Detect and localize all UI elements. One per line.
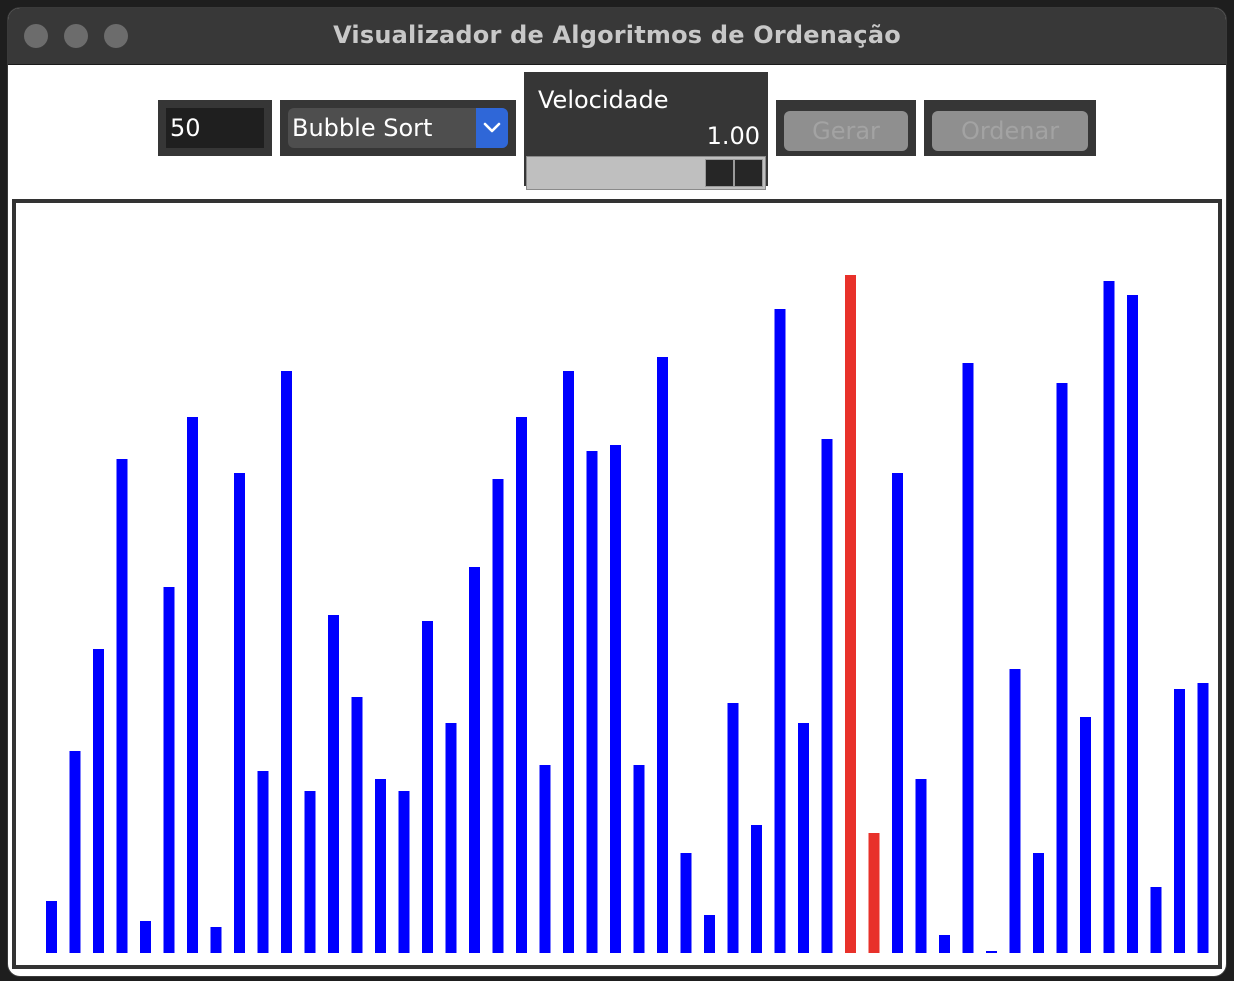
bar	[539, 765, 551, 953]
bar	[69, 751, 81, 953]
bar	[680, 853, 692, 953]
algorithm-dropdown[interactable]: Bubble Sort	[288, 108, 508, 148]
bar	[1056, 383, 1068, 953]
bar	[727, 703, 739, 953]
bar	[563, 371, 574, 953]
algorithm-selected-label: Bubble Sort	[292, 114, 433, 142]
bar	[46, 901, 57, 953]
generate-button-panel: Gerar	[776, 100, 916, 156]
bar	[892, 473, 903, 953]
bar	[939, 935, 950, 953]
bar	[1150, 887, 1162, 953]
bars-chart	[46, 275, 1209, 953]
bar	[1103, 281, 1115, 953]
sort-button-panel: Ordenar	[924, 100, 1096, 156]
bar	[187, 417, 198, 953]
speed-value: 1.00	[706, 122, 760, 150]
bar	[586, 451, 598, 953]
speed-slider[interactable]	[526, 156, 766, 190]
bars-canvas	[12, 199, 1222, 969]
bar-compare	[868, 833, 880, 953]
bar	[915, 779, 927, 953]
bar	[422, 621, 433, 953]
bar	[1080, 717, 1091, 953]
bar	[234, 473, 245, 953]
close-window-button[interactable]	[24, 24, 48, 48]
bar	[704, 915, 715, 953]
minimize-window-button[interactable]	[64, 24, 88, 48]
bar	[657, 357, 668, 953]
bar	[93, 649, 104, 953]
bar	[633, 765, 645, 953]
bar	[398, 791, 410, 953]
generate-button[interactable]: Gerar	[784, 111, 908, 151]
bar	[163, 587, 175, 953]
bar	[1127, 295, 1138, 953]
bar	[351, 697, 363, 953]
chevron-down-icon[interactable]	[476, 108, 508, 148]
bar	[328, 615, 339, 953]
bar	[492, 479, 504, 953]
bar	[821, 439, 833, 953]
sort-button[interactable]: Ordenar	[932, 111, 1088, 151]
algorithm-panel: Bubble Sort	[280, 100, 516, 156]
bar	[375, 779, 386, 953]
array-size-panel: 50	[158, 100, 272, 156]
bar	[140, 921, 151, 953]
bar	[986, 951, 997, 953]
window-title: Visualizador de Algoritmos de Ordenação	[333, 21, 901, 49]
bar	[1197, 683, 1209, 953]
bar	[1009, 669, 1021, 953]
bar	[210, 927, 222, 953]
bar	[610, 445, 621, 953]
bar	[257, 771, 269, 953]
speed-label: Velocidade	[538, 86, 669, 114]
array-size-input[interactable]: 50	[166, 108, 264, 148]
bar	[798, 723, 809, 953]
bar	[281, 371, 292, 953]
controls-toolbar: 50 Bubble Sort Velocidade 1.00 Gerar	[8, 65, 1226, 195]
bar	[445, 723, 457, 953]
bar	[774, 309, 786, 953]
speed-panel: Velocidade 1.00	[524, 72, 768, 190]
speed-slider-handle[interactable]	[705, 159, 763, 187]
bar	[469, 567, 480, 953]
zoom-window-button[interactable]	[104, 24, 128, 48]
bar	[1174, 689, 1185, 953]
title-bar: Visualizador de Algoritmos de Ordenação	[8, 8, 1226, 65]
bar	[116, 459, 128, 953]
bar	[962, 363, 974, 953]
bar-compare	[845, 275, 856, 953]
bar	[1033, 853, 1044, 953]
bar	[516, 417, 527, 953]
bar	[304, 791, 316, 953]
app-window: Visualizador de Algoritmos de Ordenação …	[8, 8, 1226, 976]
bar	[751, 825, 762, 953]
